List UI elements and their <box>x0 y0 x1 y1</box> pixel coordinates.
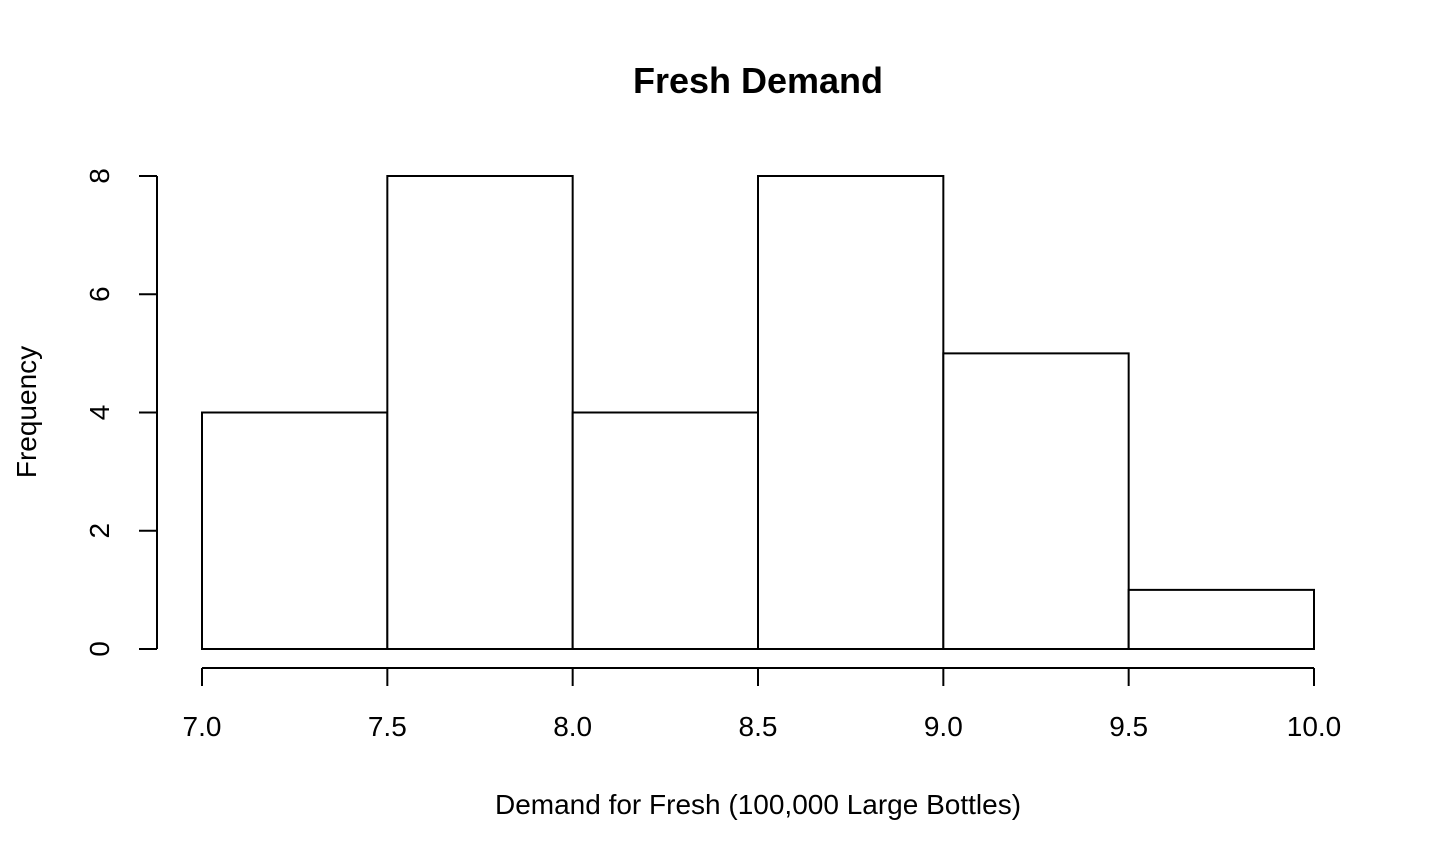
x-axis: 7.0 7.5 8.0 8.5 9.0 9.5 10.0 <box>183 667 1342 742</box>
x-tick-label-6: 10.0 <box>1287 711 1342 742</box>
histogram-bar-5 <box>1127 588 1315 650</box>
histogram-bar-1 <box>386 175 574 650</box>
y-tick-label-3: 6 <box>84 286 115 302</box>
bars-group <box>201 175 1315 650</box>
x-tick-label-2: 8.0 <box>553 711 592 742</box>
y-axis-label: Frequency <box>11 346 42 478</box>
histogram-bar-3 <box>757 175 945 650</box>
histogram-bar-4 <box>942 352 1130 650</box>
x-tick-label-1: 7.5 <box>368 711 407 742</box>
histogram-bar-2 <box>571 411 760 650</box>
x-tick-label-3: 8.5 <box>739 711 778 742</box>
x-tick-label-5: 9.5 <box>1109 711 1148 742</box>
x-tick-label-4: 9.0 <box>924 711 963 742</box>
y-tick-label-4: 8 <box>84 168 115 184</box>
y-axis: 0 2 4 6 8 <box>84 168 158 657</box>
x-axis-label: Demand for Fresh (100,000 Large Bottles) <box>495 789 1021 820</box>
y-tick-label-2: 4 <box>84 405 115 421</box>
histogram-bar-0 <box>201 411 389 650</box>
chart-title: Fresh Demand <box>633 60 883 101</box>
x-tick-label-0: 7.0 <box>183 711 222 742</box>
y-tick-label-0: 0 <box>84 641 115 657</box>
y-tick-label-1: 2 <box>84 523 115 539</box>
